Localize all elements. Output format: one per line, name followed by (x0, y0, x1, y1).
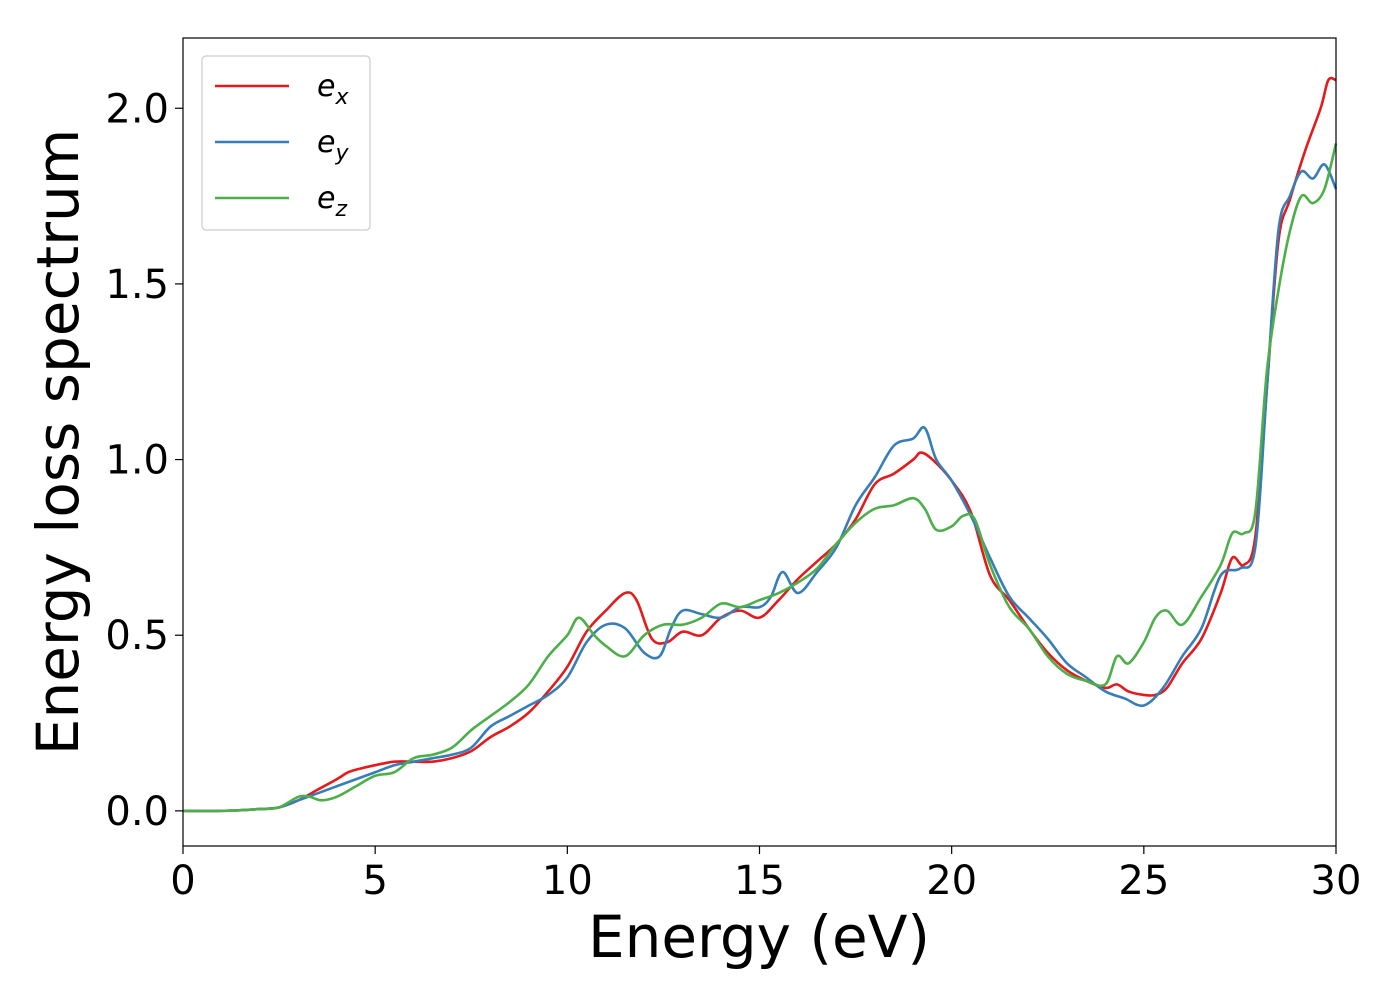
legend-label-subscript: z (334, 197, 347, 222)
y-axis-title: Energy loss spectrum (24, 129, 92, 755)
y-tick-label: 0.5 (105, 613, 169, 659)
plot-background (183, 38, 1336, 846)
y-axis: 0.0 0.5 1.0 1.5 2.0 (105, 86, 183, 835)
legend-label-subscript: x (334, 85, 349, 110)
x-tick-label: 15 (734, 858, 785, 904)
y-tick-label: 0.0 (105, 789, 169, 835)
y-tick-label: 2.0 (105, 86, 169, 132)
legend-label-ex: ex (317, 69, 349, 110)
x-tick-label: 0 (170, 858, 195, 904)
series-line-ey (182, 163, 1338, 813)
legend-label-subscript: y (334, 141, 349, 166)
x-axis: 0 5 10 15 20 25 30 (170, 846, 1361, 904)
legend-label-base: e (317, 69, 335, 104)
legend-label-ey: ey (317, 125, 349, 166)
x-tick-label: 20 (926, 858, 977, 904)
x-tick-label: 10 (542, 858, 593, 904)
x-axis-title: Energy (eV) (588, 903, 930, 971)
x-tick-label: 30 (1311, 858, 1362, 904)
y-tick-label: 1.0 (105, 438, 169, 484)
x-tick-label: 25 (1118, 858, 1169, 904)
legend-label-ez: ez (317, 181, 347, 222)
legend-label-base: e (317, 125, 335, 160)
series-line-ez (182, 143, 1338, 813)
y-tick-label: 1.5 (105, 262, 169, 308)
legend-label-base: e (317, 181, 335, 216)
x-tick-label: 5 (362, 858, 387, 904)
series-group (182, 76, 1338, 813)
